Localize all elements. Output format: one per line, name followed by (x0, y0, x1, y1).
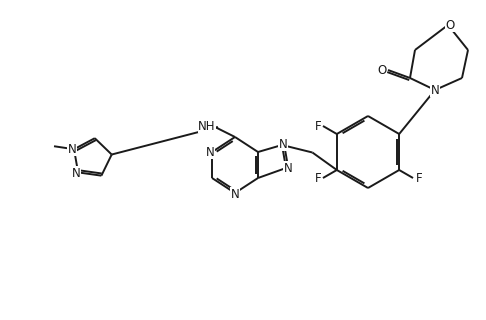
Text: N: N (72, 167, 81, 180)
Text: NH: NH (198, 119, 216, 132)
Text: F: F (314, 172, 321, 185)
Text: F: F (416, 172, 422, 185)
Text: N: N (278, 138, 287, 150)
Text: F: F (314, 119, 321, 132)
Text: N: N (231, 188, 240, 201)
Text: N: N (431, 84, 439, 97)
Text: N: N (206, 146, 214, 158)
Text: N: N (68, 143, 76, 156)
Text: O: O (377, 63, 387, 76)
Text: O: O (445, 19, 454, 31)
Text: N: N (284, 162, 293, 174)
